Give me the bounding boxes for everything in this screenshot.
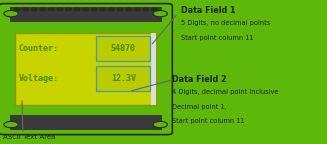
Circle shape bbox=[126, 8, 131, 11]
Bar bbox=[96, 36, 150, 61]
Bar bbox=[10, 7, 162, 22]
Circle shape bbox=[48, 8, 54, 11]
Circle shape bbox=[40, 8, 46, 11]
Circle shape bbox=[100, 8, 106, 11]
FancyBboxPatch shape bbox=[0, 4, 172, 135]
Circle shape bbox=[134, 8, 140, 11]
Text: Start point column 11: Start point column 11 bbox=[181, 35, 254, 41]
Circle shape bbox=[91, 8, 97, 11]
Text: Counter:: Counter: bbox=[19, 44, 59, 53]
Text: 12.3V: 12.3V bbox=[111, 74, 136, 83]
Circle shape bbox=[31, 8, 37, 11]
Text: Voltage:: Voltage: bbox=[19, 74, 59, 83]
Circle shape bbox=[57, 8, 63, 11]
Circle shape bbox=[4, 121, 18, 128]
Circle shape bbox=[151, 8, 157, 11]
Bar bbox=[10, 115, 162, 130]
Circle shape bbox=[74, 8, 80, 11]
Circle shape bbox=[4, 11, 18, 17]
Circle shape bbox=[23, 8, 28, 11]
Text: Start point column 11: Start point column 11 bbox=[172, 118, 244, 124]
Text: Decimal point 1,: Decimal point 1, bbox=[172, 104, 226, 110]
Text: Data Field 1: Data Field 1 bbox=[181, 6, 236, 15]
Circle shape bbox=[83, 8, 89, 11]
Text: 54870: 54870 bbox=[111, 44, 136, 53]
Bar bbox=[151, 33, 156, 105]
Circle shape bbox=[153, 121, 167, 128]
Bar bbox=[15, 33, 156, 105]
Circle shape bbox=[14, 8, 20, 11]
Circle shape bbox=[153, 11, 167, 17]
Circle shape bbox=[143, 8, 149, 11]
Text: Data Field 2: Data Field 2 bbox=[172, 75, 226, 84]
Circle shape bbox=[65, 8, 71, 11]
Text: ASCII Text Area: ASCII Text Area bbox=[3, 134, 56, 140]
Circle shape bbox=[109, 8, 114, 11]
Text: 5 Digits, no decimal points: 5 Digits, no decimal points bbox=[181, 20, 271, 26]
Circle shape bbox=[117, 8, 123, 11]
Bar bbox=[96, 66, 150, 91]
Text: 4 Digits, decimal point inclusive: 4 Digits, decimal point inclusive bbox=[172, 89, 278, 95]
